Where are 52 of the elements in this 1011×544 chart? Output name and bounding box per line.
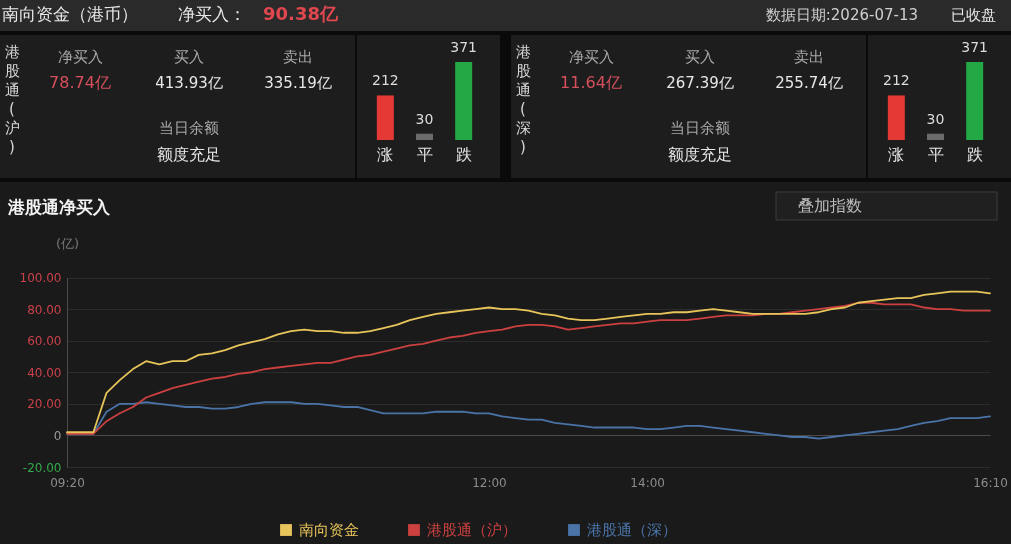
text: 267.39亿 [666, 74, 734, 92]
x-tick-label: 12:00 [472, 475, 507, 490]
legend-label: 南向资金 [299, 521, 359, 539]
x-tick-label: 跌 [455, 145, 472, 164]
text: 南向资金（港币） [2, 4, 138, 24]
text: 11.64亿 [560, 73, 622, 92]
legend-label: 港股通（深） [587, 521, 677, 539]
x-tick-label: 跌 [966, 145, 983, 164]
text: 90.38亿 [263, 3, 339, 24]
text: 买入 [685, 48, 715, 66]
text: 叠加指数 [798, 196, 862, 215]
x-tick-label: 涨 [888, 145, 905, 164]
data-label: 371 [961, 39, 989, 55]
legend-label: 港股通（沪） [427, 521, 517, 539]
text: 413.93亿 [155, 74, 223, 92]
text: 额度充足 [668, 145, 732, 164]
text: 卖出 [794, 48, 824, 66]
text: 净买入 [57, 48, 103, 66]
x-tick-label: 平 [416, 145, 433, 164]
data-label: 30 [415, 110, 434, 127]
text: 255.74亿 [775, 74, 843, 92]
data-label: 30 [926, 110, 945, 127]
data-label: 212 [371, 72, 399, 89]
text: 卖出 [283, 48, 313, 66]
text: 当日余额 [670, 119, 730, 137]
text: 数据日期:2026-07-13 [765, 6, 918, 24]
y-tick-label: 80.00 [27, 302, 62, 317]
data-label: 371 [450, 39, 478, 55]
text: 335.19亿 [264, 74, 332, 92]
text: 买入 [174, 48, 204, 66]
y-tick-label: 20.00 [27, 397, 62, 412]
x-tick-label: 09:20 [50, 475, 85, 490]
y-tick-label: 60.00 [27, 334, 62, 349]
x-tick-label: 平 [927, 145, 944, 164]
y-tick-label: -20.00 [22, 460, 62, 475]
text: 净买入 [568, 48, 614, 66]
text: 当日余额 [159, 119, 219, 137]
y-tick-label: 40.00 [27, 365, 62, 380]
data-label: 212 [882, 72, 910, 89]
text: 78.74亿 [49, 73, 111, 92]
text: 净买入： [178, 4, 246, 24]
text: 港股通(深) [515, 43, 531, 156]
x-tick-label: 涨 [377, 145, 394, 164]
y-tick-label: 0 [53, 428, 62, 443]
text: 已收盘 [951, 6, 996, 24]
x-tick-label: 16:10 [973, 475, 1008, 490]
y-axis-title: (亿) [55, 235, 80, 251]
y-tick-label: 100.00 [19, 271, 62, 285]
x-tick-label: 14:00 [630, 475, 665, 490]
chart-title: 港股通净买入 [7, 197, 111, 217]
text: 额度充足 [157, 145, 221, 164]
text: 港股通(沪) [4, 43, 20, 156]
